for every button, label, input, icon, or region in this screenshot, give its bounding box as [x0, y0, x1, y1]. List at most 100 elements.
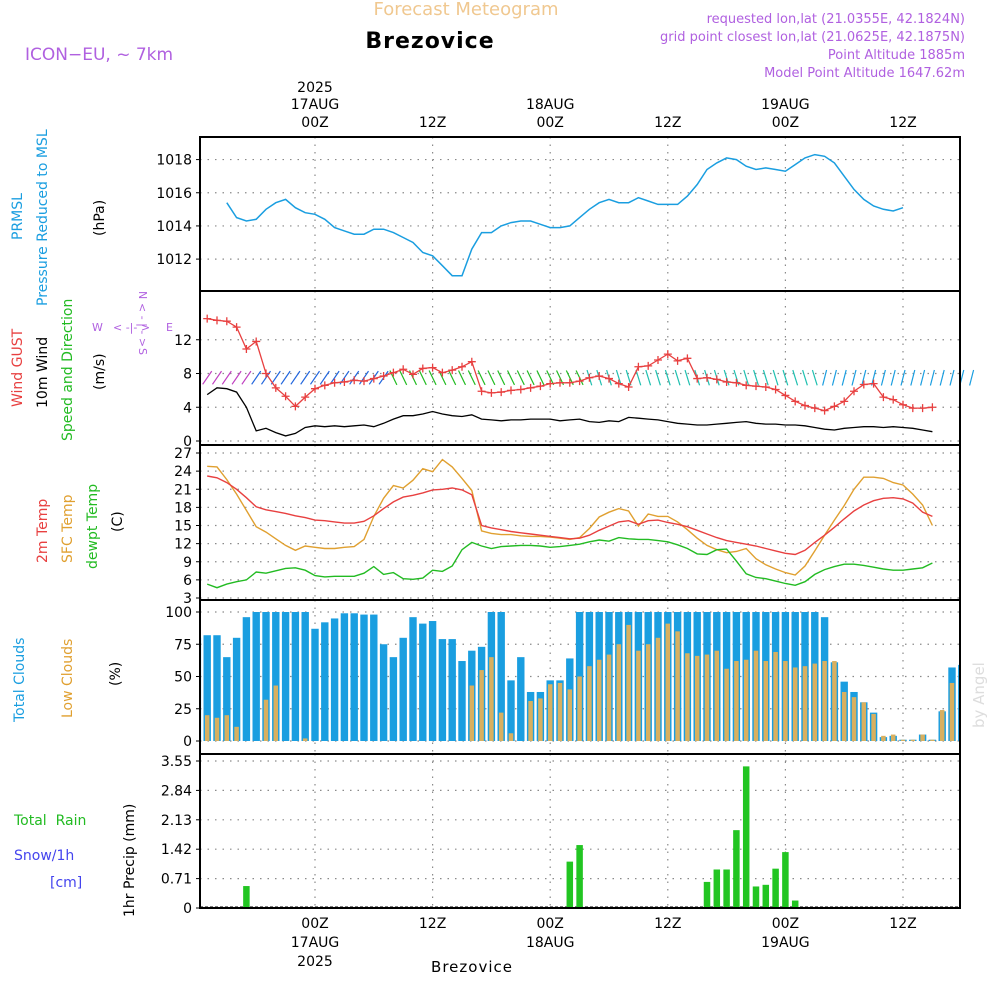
wind-gust-marker: [487, 388, 496, 397]
wind-gust-marker: [360, 377, 368, 386]
wind-direction-arrow: [251, 370, 262, 385]
wind-gust-label: Wind GUST: [10, 328, 26, 407]
wind-gust-marker: [928, 403, 937, 412]
wind-gust-marker: [742, 381, 751, 390]
bottom-hour-label: 00Z: [301, 916, 328, 932]
y-tick-label: 1.42: [161, 842, 192, 858]
wind-gust-marker: [203, 314, 212, 323]
wind-gust-marker: [301, 393, 310, 402]
y-tick-label: 0: [183, 901, 192, 917]
total-cloud-bar: [301, 612, 309, 741]
wind-10m-line: [206, 387, 933, 437]
low-cloud-bar: [214, 717, 220, 741]
wind-unit: (m/s): [92, 353, 108, 390]
low-cloud-bar: [694, 655, 700, 741]
total-cloud-bar: [517, 657, 525, 741]
wind-gust-marker: [908, 404, 917, 413]
bottom-time-axis: 00Z 17AUG 2025 12Z 00Z 18AUG 12Z 00Z 19AUG 12Z: [291, 916, 917, 970]
wind-gust-marker: [614, 379, 623, 388]
low-cloud-bar: [665, 623, 671, 741]
wind-direction-arrow: [546, 370, 555, 386]
low-cloud-bar: [577, 676, 582, 741]
wind-direction-arrow: [782, 369, 789, 386]
wind-direction-arrow: [664, 369, 671, 386]
wind-direction-arrow: [811, 369, 818, 386]
wind-gust-marker: [369, 374, 378, 383]
y-tick-label: 25: [174, 702, 192, 718]
rain-bar: [733, 830, 740, 908]
low-cloud-bar: [479, 670, 484, 741]
wind-gust-marker: [605, 374, 613, 383]
wind-gust-marker: [840, 397, 849, 406]
wind-direction-arrow: [841, 369, 847, 386]
panel-frames: [199, 136, 961, 909]
total-cloud-bar: [252, 612, 260, 741]
wind-direction-arrow: [615, 369, 622, 386]
wind-direction-arrow: [467, 370, 476, 386]
wind-gust-marker: [654, 356, 662, 364]
bottom-year-label: 2025: [297, 954, 333, 970]
wind-direction-arrow: [645, 369, 652, 386]
wind-gust-marker: [771, 385, 780, 394]
low-cloud-bar: [596, 659, 602, 741]
wind-gust-marker: [418, 364, 427, 373]
total-cloud-bar: [497, 612, 505, 741]
total-rain-label: Total Rain: [13, 813, 86, 829]
bottom-hour-label: 12Z: [654, 916, 681, 932]
y-tick-label: 50: [174, 670, 192, 686]
wind-direction-arrow: [890, 369, 896, 386]
clouds-panel: [201, 612, 960, 741]
low-cloud-bar: [773, 651, 778, 741]
low-cloud-bar: [812, 663, 818, 741]
low-cloud-bar: [498, 712, 504, 741]
compass-vertical: < - | - >: [136, 303, 149, 347]
rain-bar: [791, 900, 799, 908]
temp-sfc-label: SFC Temp: [60, 494, 76, 563]
wind-gust-marker: [801, 401, 809, 410]
wind-gust-marker: [399, 365, 408, 374]
low-cloud-bar: [547, 684, 553, 741]
footer-station: Brezovice: [431, 958, 513, 976]
wind-gust-marker: [830, 402, 839, 411]
y-tick-label: 1012: [156, 252, 192, 268]
rain-bar: [713, 869, 721, 908]
snow-label: Snow/1h: [14, 848, 74, 864]
total-cloud-bar: [291, 612, 300, 741]
wind-gust-marker: [712, 375, 721, 384]
y-tick-label: 3: [183, 591, 192, 607]
precip-axis-label: 1hr Precip (mm): [122, 804, 138, 917]
clouds-unit: (%): [108, 662, 124, 686]
low-cloud-bar: [802, 666, 808, 741]
total-cloud-bar: [389, 657, 398, 741]
y-tick-label: 0: [183, 434, 192, 450]
low-cloud-bar: [871, 713, 876, 741]
wind-gust-marker: [820, 406, 829, 415]
total-cloud-bar: [242, 617, 251, 741]
rain-bar: [742, 766, 750, 908]
bottom-hour-label: 00Z: [536, 916, 563, 932]
total-cloud-bar: [340, 613, 349, 741]
wind-direction-arrow: [762, 369, 769, 386]
panel-frame: [199, 444, 961, 601]
requested-coordinates: requested lon,lat (21.0355E, 42.1824N): [707, 12, 965, 27]
compass-arrows: < -|- >: [113, 321, 150, 334]
forecast-meteogram-title: Forecast Meteogram: [373, 0, 558, 20]
wind-direction-arrow: [753, 369, 759, 386]
rain-bar: [752, 886, 760, 908]
low-cloud-bar: [861, 702, 867, 741]
y-tick-label: 8: [183, 367, 192, 383]
total-cloud-bar: [379, 644, 388, 741]
wind-direction-arrow: [772, 369, 779, 386]
low-cloud-bar: [930, 739, 935, 741]
low-cloud-bar: [783, 661, 788, 741]
total-cloud-bar: [203, 635, 211, 741]
wind-gust-marker: [663, 350, 672, 359]
top-hour-label: 00Z: [536, 115, 563, 131]
wind-panel: [203, 314, 975, 437]
wind-gust-marker: [340, 377, 349, 386]
bottom-date-label: 18AUG: [526, 935, 575, 951]
low-cloud-bar: [734, 661, 739, 741]
total-cloud-bar: [458, 661, 466, 741]
wind-gust-marker: [673, 356, 682, 365]
temp-2m-line: [207, 475, 933, 556]
